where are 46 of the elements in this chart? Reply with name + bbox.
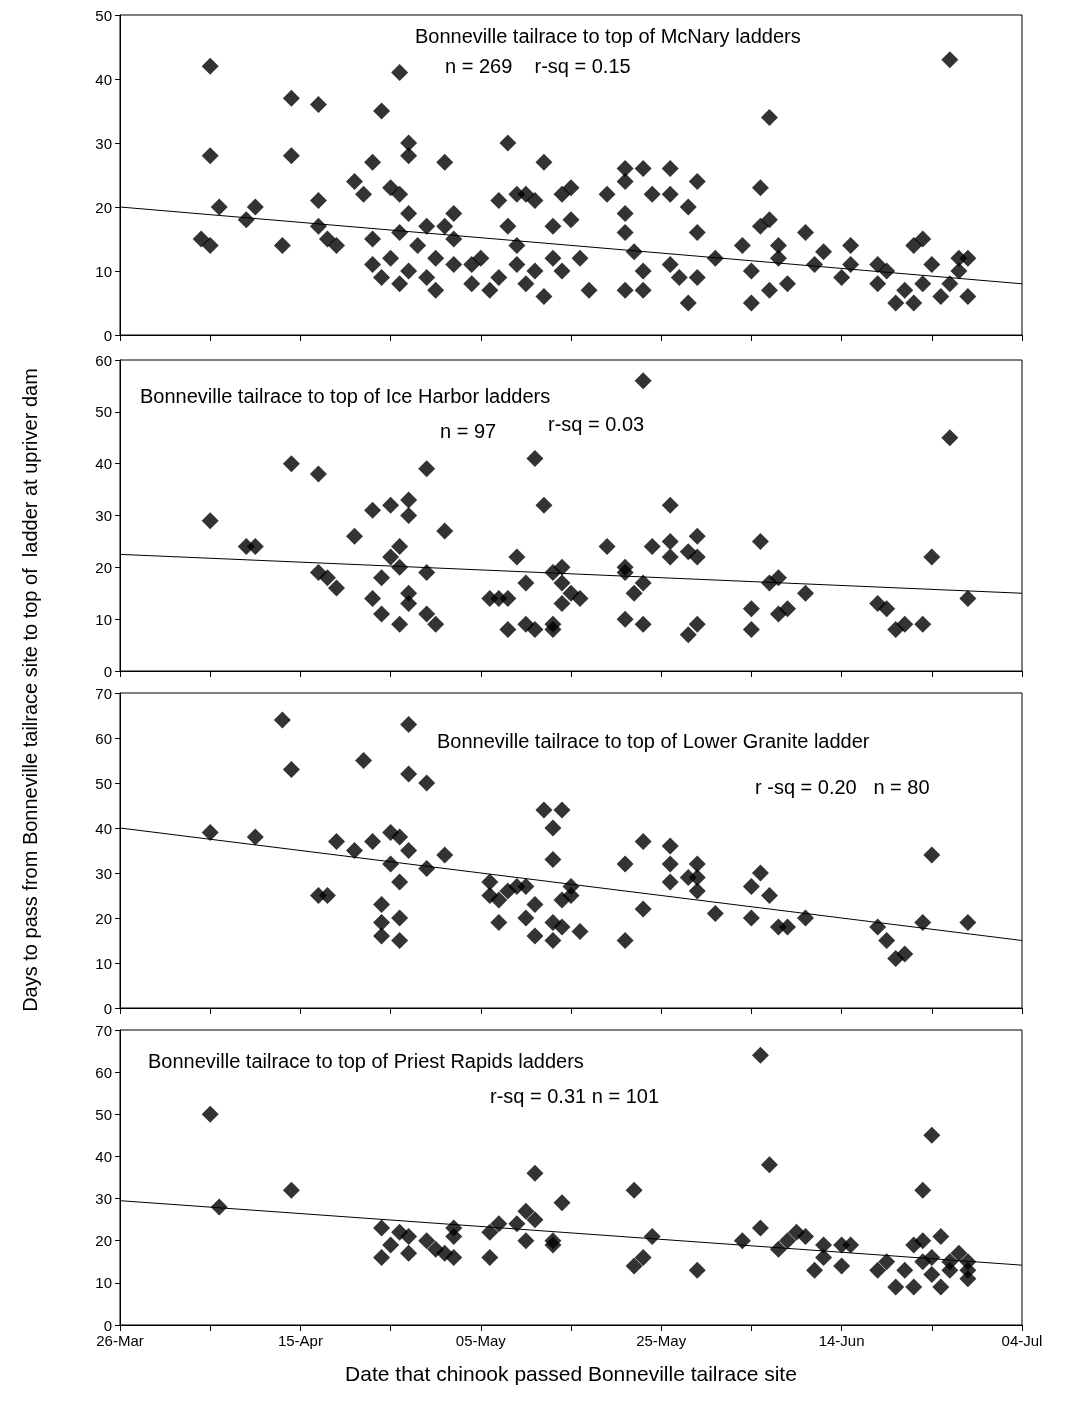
x-tick-label: 25-May	[636, 1332, 687, 1349]
annotation: r-sq = 0.03	[548, 413, 645, 435]
y-tick-label: 60	[95, 729, 112, 747]
y-tick-label: 50	[95, 774, 112, 792]
annotation: n = 97	[440, 420, 497, 442]
y-tick-label: 50	[95, 403, 112, 421]
y-tick-label: 40	[95, 70, 112, 88]
text: Bonneville tailrace to top of Lower Granite ladder	[437, 730, 870, 752]
x-tick-label: 04-Jul	[1001, 1332, 1043, 1349]
text: Bonneville tailrace to top of McNary ladders	[415, 25, 801, 47]
y-tick-label: 40	[95, 455, 112, 473]
y-tick-label: 70	[95, 684, 112, 702]
annotation: r -sq = 0.20 n = 80	[755, 776, 930, 798]
y-tick-label: 40	[95, 1147, 112, 1165]
x-tick-label: 15-Apr	[277, 1332, 323, 1349]
y-tick-label: 60	[95, 1063, 112, 1081]
y-tick-label: 30	[95, 1190, 112, 1208]
y-tick-label: 20	[95, 909, 112, 927]
y-tick-label: 10	[95, 1274, 112, 1292]
x-tick-label: 05-May	[455, 1332, 507, 1349]
y-tick-label: 30	[95, 864, 112, 882]
y-tick-label: 40	[95, 819, 112, 837]
x-tick-label: 14-Jun	[818, 1332, 865, 1349]
y-tick-label: 10	[95, 954, 112, 972]
annotation: n = 269 r-sq = 0.15	[445, 55, 631, 77]
y-tick-label: 0	[103, 1316, 112, 1334]
y-tick-label: 10	[95, 262, 112, 280]
y-tick-label: 20	[95, 1232, 112, 1250]
y-tick-label: 30	[95, 134, 112, 152]
y-tick-label: 50	[95, 6, 112, 24]
x-axis-title: Date that chinook passed Bonneville tailrace site	[345, 1362, 797, 1385]
y-axis-title: Days to pass from Bonneville tailrace site to top of ladder at upriver dam	[18, 368, 42, 1012]
y-tick-label: 30	[95, 507, 112, 524]
y-tick-label: 0	[103, 662, 112, 680]
x-tick-label: 26-Mar	[96, 1332, 144, 1349]
y-tick-label: 0	[103, 326, 112, 344]
y-tick-label: 0	[103, 999, 112, 1017]
y-tick-label: 50	[95, 1105, 112, 1123]
annotation: r-sq = 0.31 n = 101	[490, 1085, 660, 1107]
text: Bonneville tailrace to top of Priest Rapids ladders	[148, 1050, 584, 1072]
y-tick-label: 20	[95, 558, 112, 576]
y-tick-label: 10	[95, 610, 112, 628]
y-tick-label: 60	[95, 351, 112, 369]
y-tick-label: 70	[95, 1021, 112, 1039]
text: Bonneville tailrace to top of Ice Harbor ladders	[140, 385, 551, 407]
y-tick-label: 20	[95, 198, 112, 216]
